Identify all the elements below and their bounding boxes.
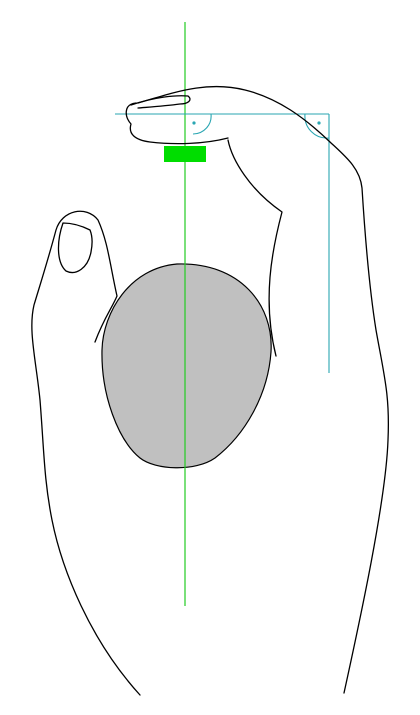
fingertip-contact-pad	[164, 146, 206, 162]
held-object-shape	[101, 263, 272, 469]
right-angle-marker-icon	[317, 121, 321, 125]
right-angle-arc-index	[192, 113, 212, 135]
thumbnail	[57, 222, 93, 274]
index-fingernail	[130, 95, 191, 109]
thumb-outline	[31, 210, 141, 696]
index-finger-inner-contour	[227, 139, 283, 357]
index-fingertip-underside	[125, 102, 229, 145]
right-angle-arc-corner	[304, 113, 330, 139]
construction-lines	[115, 113, 330, 373]
right-angle-marker-icon	[192, 121, 196, 125]
index-finger-outline	[137, 85, 390, 694]
hand-outline-icon	[31, 85, 390, 696]
